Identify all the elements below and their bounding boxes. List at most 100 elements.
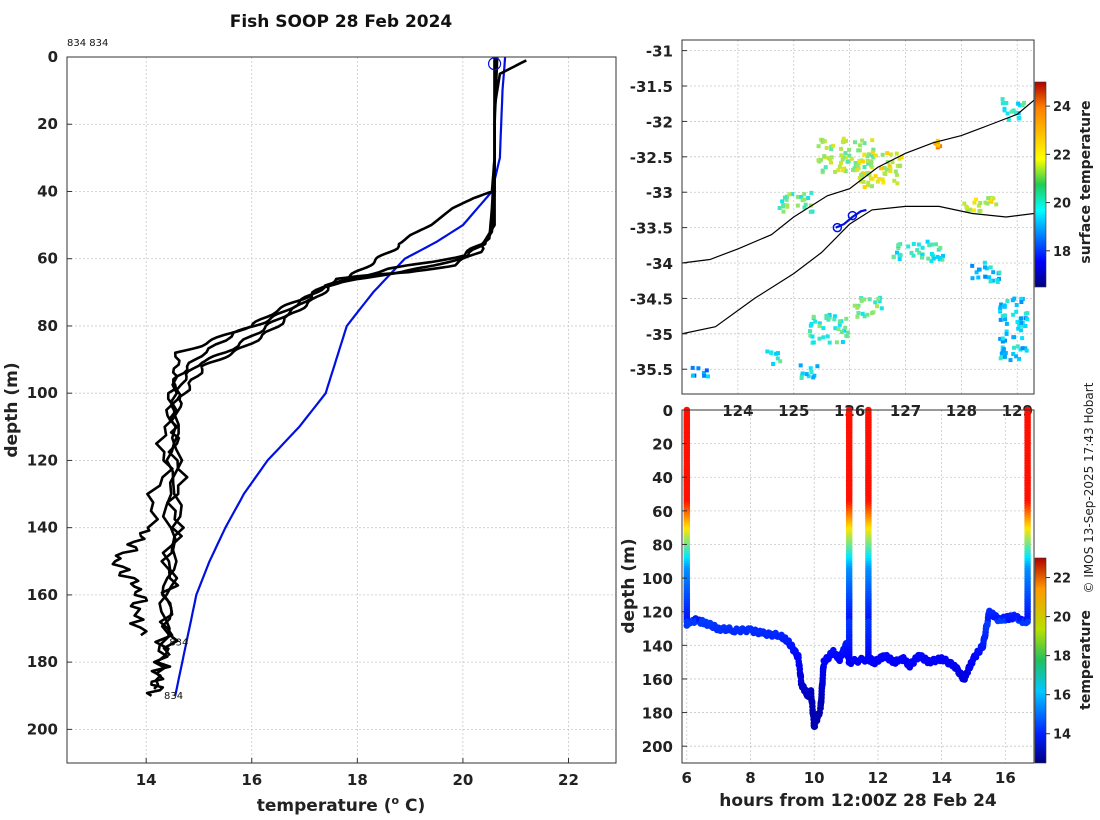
profile-y-tick-label: 180 [27, 653, 58, 671]
sst-pixel [702, 373, 707, 378]
sst-pixel [909, 250, 914, 255]
timeseries-y-tick-label: 120 [642, 604, 673, 622]
sst-pixel [809, 190, 814, 195]
sst-pixel [998, 336, 1003, 341]
sst-pixel [845, 159, 850, 164]
sst-pixel [817, 324, 822, 329]
temperature-colorbar [1034, 557, 1047, 764]
sst-pixel [899, 155, 904, 160]
timeseries-x-tick-label: 16 [995, 769, 1016, 787]
sst-pixel [831, 143, 836, 148]
sst-pixel [865, 158, 870, 163]
sst-pixel [887, 164, 892, 169]
sst-pixel [987, 275, 992, 280]
sst-pixel [1022, 100, 1027, 105]
sst-pixel [1016, 101, 1021, 106]
sst-pixel [862, 141, 867, 146]
sst-pixel [765, 349, 770, 354]
sst-pixel [781, 203, 786, 207]
sst-pixel [1008, 358, 1013, 363]
map-frame [681, 39, 1035, 395]
map-lon-tick-label: 127 [890, 402, 921, 420]
profile-y-tick-label: 40 [37, 182, 58, 200]
profile-series-line-0 [174, 56, 507, 697]
sst-pixel [833, 169, 838, 174]
sst-pixel [916, 242, 921, 247]
sst-pixel [811, 314, 816, 319]
sst-pixel [871, 155, 876, 160]
profile-series-line-3 [145, 56, 499, 697]
sst-pixel [846, 330, 850, 335]
sst-pixel [811, 375, 816, 380]
sst-pixel [890, 160, 895, 165]
sst-pixel [799, 373, 804, 378]
map-lat-tick-label: -35.5 [630, 361, 673, 379]
sst-pixel [999, 351, 1004, 356]
sst-pixel [869, 176, 873, 181]
sst-pixel [974, 270, 979, 275]
sst-pixel [906, 244, 911, 249]
sst-pixel [842, 328, 847, 333]
sst-pixel [829, 147, 834, 152]
timeseries-x-tick-label: 14 [931, 769, 952, 787]
profile-header-label: 834 834 [67, 38, 108, 49]
profile-y-axis: 0 20 40 60 80 100 120 140 160 180 200 [27, 48, 72, 738]
temperature-colorbar-tick-label: 14 [1053, 728, 1071, 743]
sst-pixel [1010, 298, 1015, 303]
sst-pixel [1015, 320, 1020, 324]
sst-pixel [782, 195, 787, 200]
profile-x-tick-label: 14 [136, 771, 157, 789]
sst-pixel [1015, 344, 1020, 349]
profile-x-tick-label: 18 [347, 771, 368, 789]
sst-pixel [862, 152, 867, 157]
sst-pixel [844, 333, 849, 338]
temperature-colorbar-tick-label: 20 [1053, 611, 1071, 626]
sst-pixel [781, 209, 786, 214]
sst-pixel [1020, 323, 1024, 328]
profile-annotation-label: 834 [169, 637, 188, 648]
sst-pixel [880, 177, 885, 182]
sst-colorbar-ticks: 18 20 22 24 [1046, 100, 1071, 260]
sst-pixel [784, 197, 789, 202]
chart-title: Fish SOOP 28 Feb 2024 [230, 12, 453, 32]
map-panel: -31 -31.5 -32 -32.5 -33 -33.5 -34 -34.5 -35 -35.5… [630, 39, 1094, 420]
track-marker [847, 210, 858, 221]
sst-pixel [891, 254, 896, 259]
sst-pixel [862, 314, 867, 319]
map-content [682, 97, 1034, 380]
map-lat-axis: -31 -31.5 -32 -32.5 -33 -33.5 -34 -34.5 -35 -35.5 [630, 43, 687, 379]
sst-pixel [920, 245, 925, 250]
sst-pixel [867, 297, 872, 302]
sst-pixel [832, 317, 837, 322]
sst-pixel [998, 317, 1003, 322]
sst-pixel [897, 164, 902, 169]
timeseries-panel: 6 8 10 12 14 16 0 20 40 60 80 100 120 140 160 180 200 h… [619, 402, 1094, 811]
sst-pixel [982, 260, 987, 265]
sst-pixel [976, 267, 981, 272]
timeseries-x-tick-label: 10 [804, 769, 825, 787]
sst-pixel [892, 178, 897, 183]
sst-pixel [885, 151, 890, 156]
sst-pixel [876, 296, 881, 301]
sst-pixel [826, 317, 831, 322]
profile-y-tick-label: 160 [27, 586, 58, 604]
sst-pixel [976, 275, 981, 280]
sst-pixel [998, 307, 1003, 312]
sst-pixel [706, 374, 710, 379]
sst-pixel [860, 311, 865, 316]
sst-pixel [799, 195, 804, 199]
sst-pixel [824, 145, 829, 150]
profile-annotations: 834 834 [164, 637, 188, 702]
sst-pixel [860, 173, 865, 178]
sst-pixel [977, 209, 982, 213]
map-lat-tick-label: -32.5 [630, 149, 673, 167]
sst-pixel [866, 180, 871, 185]
sst-pixel [775, 356, 780, 361]
sst-pixel [865, 312, 870, 317]
sst-pixel [837, 322, 842, 327]
sst-pixel [1000, 354, 1004, 359]
sst-pixel [1014, 309, 1019, 314]
sst-pixel [931, 256, 936, 261]
timeseries-profile-point [683, 618, 691, 626]
